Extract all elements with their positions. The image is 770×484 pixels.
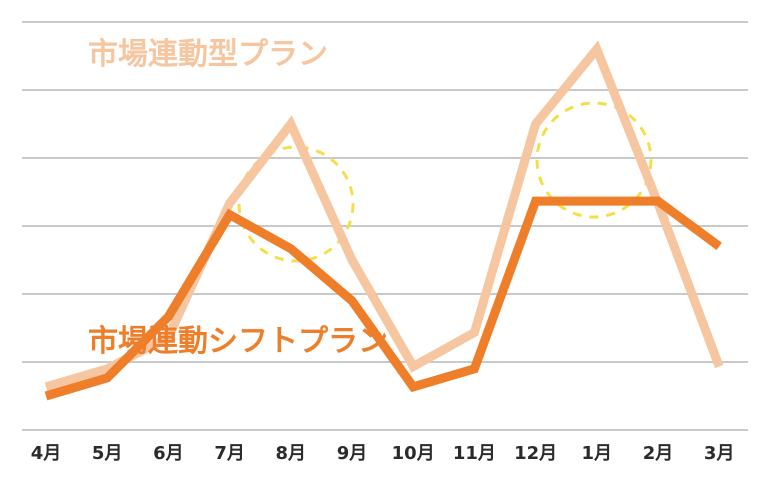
x-tick-label-6: 10月 xyxy=(392,443,435,464)
series-label-market-shift: 市場連動シフトプラン xyxy=(88,324,388,359)
x-tick-label-8: 12月 xyxy=(514,443,557,464)
x-axis-tick-labels: 4月 5月 6月 7月 8月 9月 10月 11月 12月 1月 2月 3月 xyxy=(31,443,735,464)
highlight-circle-summer xyxy=(237,145,355,263)
x-tick-label-2: 6月 xyxy=(153,443,184,464)
highlight-circle-winter xyxy=(535,101,653,219)
series-line-market-linked xyxy=(44,40,724,392)
x-tick-label-3: 7月 xyxy=(214,443,245,464)
x-tick-label-0: 4月 xyxy=(31,443,62,464)
x-tick-label-10: 2月 xyxy=(643,443,674,464)
series-label-market-linked: 市場連動型プラン xyxy=(88,37,328,72)
x-tick-label-5: 9月 xyxy=(337,443,368,464)
horizontal-gridlines xyxy=(22,21,748,431)
highlight-circles xyxy=(237,101,653,263)
x-tick-label-1: 5月 xyxy=(92,443,123,464)
x-tick-label-7: 11月 xyxy=(453,443,496,464)
series-lines xyxy=(44,40,724,401)
x-tick-label-9: 1月 xyxy=(582,443,613,464)
x-tick-label-4: 8月 xyxy=(276,443,307,464)
x-tick-label-11: 3月 xyxy=(704,443,735,464)
series-line-market-shift xyxy=(44,196,722,401)
